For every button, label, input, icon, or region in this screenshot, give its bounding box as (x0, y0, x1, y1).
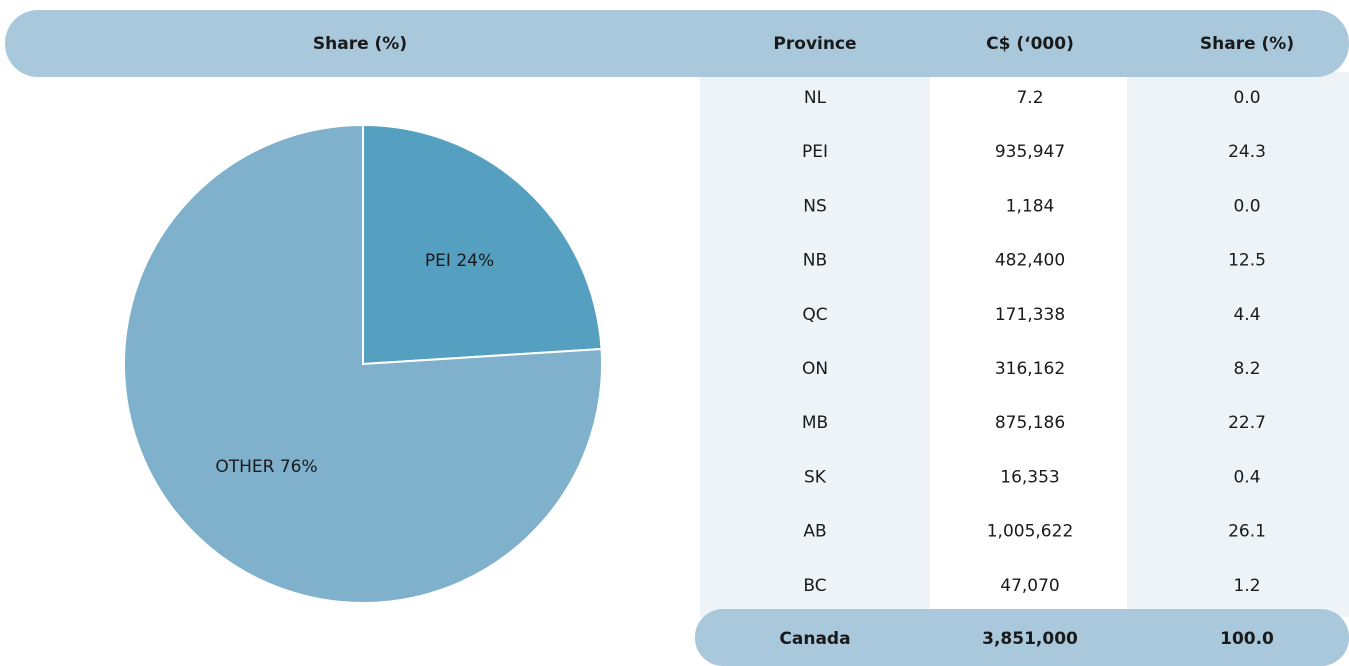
footer-cell: Canada (779, 629, 850, 649)
chart-title: Share (%) (313, 34, 407, 54)
header-bar (5, 10, 1349, 77)
column-header: Share (%) (1200, 34, 1294, 54)
table-cell: PEI (802, 142, 828, 162)
table-cell: 8.2 (1233, 359, 1260, 379)
table-cell: 47,070 (1000, 576, 1059, 596)
table-cell: 0.0 (1233, 196, 1260, 216)
column-band (1127, 72, 1349, 617)
pie-slice (123, 123, 603, 604)
footer-bar (695, 609, 1349, 666)
table-cell: NS (803, 196, 827, 216)
table-cell: BC (803, 576, 826, 596)
table-cell: MB (802, 413, 828, 433)
table-cell: NL (804, 88, 827, 108)
table-cell: 4.4 (1233, 305, 1260, 325)
table-cell: 22.7 (1228, 413, 1266, 433)
slice-label: PEI 24% (425, 251, 494, 271)
table-cell: 316,162 (995, 359, 1065, 379)
table-cell: SK (804, 467, 827, 487)
column-header: C$ (‘000) (986, 34, 1074, 54)
table-cell: 1,005,622 (987, 522, 1074, 542)
table-cell: NB (803, 251, 827, 271)
footer-cell: 3,851,000 (982, 629, 1078, 649)
table-cell: 1,184 (1006, 196, 1055, 216)
table-cell: 482,400 (995, 251, 1065, 271)
table-cell: 26.1 (1228, 522, 1266, 542)
column-header: Province (773, 34, 856, 54)
footer-cell: 100.0 (1220, 629, 1274, 649)
slice-label: OTHER 76% (215, 457, 317, 477)
table-cell: 24.3 (1228, 142, 1266, 162)
table-cell: 0.4 (1233, 467, 1260, 487)
table-cell: 16,353 (1000, 467, 1059, 487)
column-band (700, 72, 930, 617)
table-cell: 171,338 (995, 305, 1065, 325)
pie-slice (362, 123, 603, 366)
table-cell: 0.0 (1233, 88, 1260, 108)
table-cell: 12.5 (1228, 251, 1266, 271)
table-cell: 935,947 (995, 142, 1065, 162)
table-cell: AB (803, 522, 826, 542)
table-cell: 875,186 (995, 413, 1065, 433)
table-cell: ON (802, 359, 828, 379)
table-cell: 7.2 (1016, 88, 1043, 108)
table-cell: 1.2 (1233, 576, 1260, 596)
table-cell: QC (802, 305, 827, 325)
